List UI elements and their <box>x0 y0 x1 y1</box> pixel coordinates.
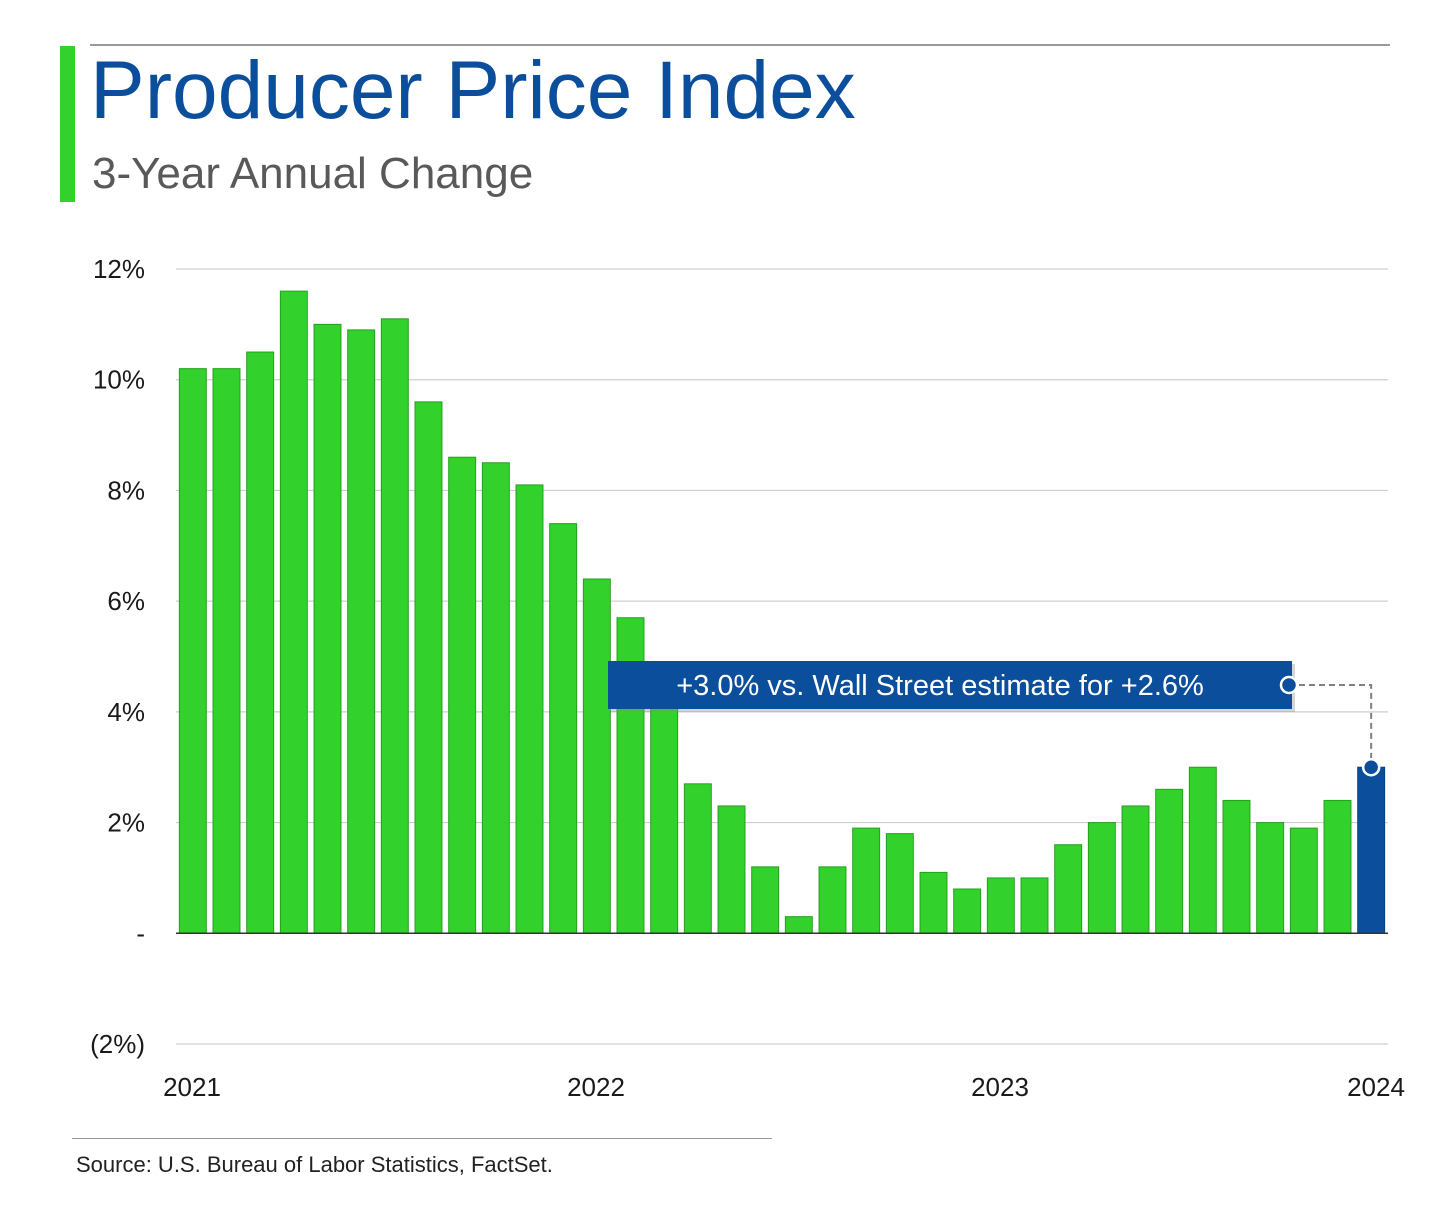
y-axis-ticks: 12% 10% 8% 6% 4% 2% - (2%) <box>90 254 145 1059</box>
y-tick-label: 8% <box>107 475 145 505</box>
bar <box>784 916 813 934</box>
bar <box>347 329 376 934</box>
bar <box>1256 822 1285 934</box>
bar <box>717 805 746 934</box>
page-subtitle: 3-Year Annual Change <box>92 149 534 198</box>
bar <box>212 368 241 934</box>
y-tick-label: 2% <box>107 808 145 838</box>
bar <box>1188 766 1217 934</box>
bar <box>852 827 881 934</box>
grid-lines <box>176 268 1388 1045</box>
source-rule <box>72 1138 772 1139</box>
bar-highlight <box>1357 766 1386 934</box>
bar <box>380 318 409 934</box>
x-tick-label: 2024 <box>1347 1072 1405 1102</box>
bar <box>1121 805 1150 934</box>
x-tick-label: 2023 <box>971 1072 1029 1102</box>
bar <box>818 866 847 934</box>
bars <box>178 290 1386 934</box>
annotation: +3.0% vs. Wall Street estimate for +2.6% <box>608 661 1381 777</box>
bar <box>178 368 207 934</box>
bar <box>448 456 477 934</box>
bar <box>986 877 1015 934</box>
bar <box>549 523 578 934</box>
x-axis-ticks: 2021 2022 2023 2024 <box>163 1072 1405 1102</box>
annotation-leader-line <box>1289 684 1373 768</box>
bar <box>1289 827 1318 934</box>
x-tick-label: 2022 <box>567 1072 625 1102</box>
bar <box>1087 822 1116 934</box>
bar <box>1054 844 1083 934</box>
bar <box>1155 788 1184 934</box>
annotation-target-dot <box>1361 757 1381 777</box>
page-title: Producer Price Index <box>90 45 856 136</box>
bar <box>246 351 275 934</box>
y-tick-label: 12% <box>93 254 145 284</box>
y-tick-label: - <box>136 918 145 948</box>
y-tick-label: (2%) <box>90 1029 145 1059</box>
bar <box>515 484 544 934</box>
bar <box>582 578 611 934</box>
bar <box>313 323 342 934</box>
bar <box>481 462 510 934</box>
source-note: Source: U.S. Bureau of Labor Statistics,… <box>76 1152 553 1177</box>
bar <box>751 866 780 934</box>
annotation-box <box>608 661 1292 709</box>
y-tick-label: 6% <box>107 586 145 616</box>
top-rule <box>90 44 1390 46</box>
y-tick-label: 10% <box>93 365 145 395</box>
bar <box>919 871 948 934</box>
annotation-text: +3.0% vs. Wall Street estimate for +2.6% <box>676 670 1204 702</box>
x-tick-label: 2021 <box>163 1072 221 1102</box>
bar <box>953 888 982 934</box>
title-accent-bar <box>60 46 75 202</box>
bar <box>414 401 443 934</box>
y-tick-label: 4% <box>107 697 145 727</box>
annotation-dot <box>1279 675 1299 695</box>
bar <box>1222 799 1251 934</box>
bar <box>1020 877 1049 934</box>
bar <box>683 783 712 934</box>
bar <box>650 678 679 934</box>
bar <box>279 290 308 934</box>
bar <box>1323 799 1352 934</box>
bar <box>885 833 914 934</box>
